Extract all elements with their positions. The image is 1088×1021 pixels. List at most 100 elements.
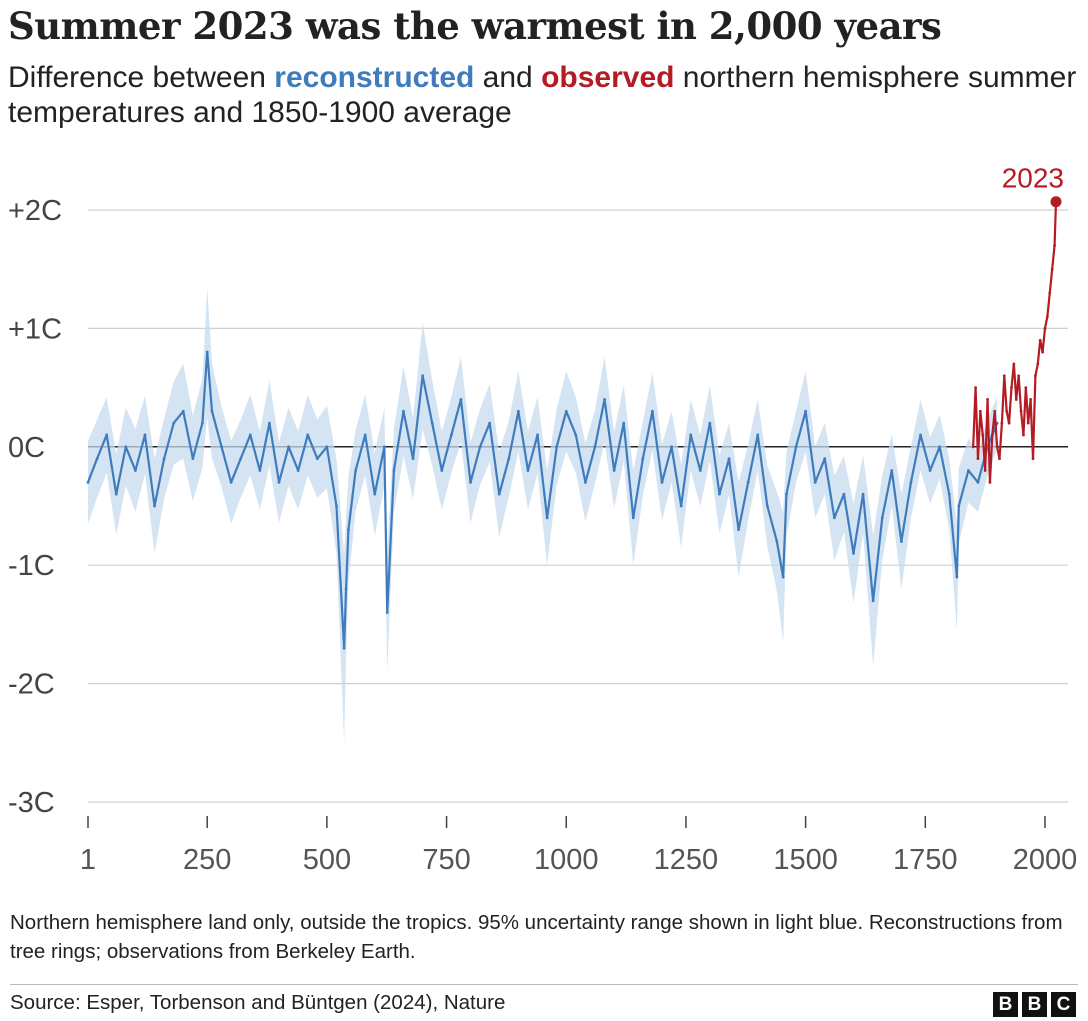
observed-line bbox=[972, 201, 1058, 484]
reconstructed-point bbox=[181, 409, 185, 413]
observed-point bbox=[1010, 386, 1013, 389]
y-tick-label: -1C bbox=[8, 550, 55, 582]
reconstructed-point bbox=[191, 457, 195, 461]
reconstructed-point bbox=[651, 409, 654, 413]
reconstructed-point bbox=[670, 445, 673, 449]
reconstructed-point bbox=[622, 421, 626, 425]
reconstructed-point bbox=[449, 433, 453, 437]
reconstructed-point bbox=[852, 551, 855, 555]
reconstructed-point bbox=[880, 516, 884, 520]
x-tick-label: 1500 bbox=[773, 844, 838, 876]
reconstructed-point bbox=[938, 445, 942, 449]
chart-title: Summer 2023 was the warmest in 2,000 yea… bbox=[8, 4, 942, 48]
y-tick-label: +2C bbox=[8, 195, 62, 227]
reconstructed-point bbox=[813, 480, 817, 484]
reconstructed-point bbox=[287, 445, 290, 449]
bbc-logo: B B C bbox=[993, 992, 1076, 1017]
uncertainty-band-layer bbox=[88, 286, 998, 743]
reconstructed-point bbox=[536, 433, 539, 437]
reconstructed-point bbox=[488, 421, 492, 425]
reconstructed-point bbox=[440, 469, 444, 472]
reconstructed-point bbox=[363, 433, 367, 437]
reconstructed-point bbox=[114, 492, 118, 496]
reconstructed-point bbox=[239, 457, 243, 461]
observed-point bbox=[971, 445, 975, 449]
reconstructed-point bbox=[335, 504, 338, 508]
reconstructed-point bbox=[641, 457, 645, 461]
uncertainty-band bbox=[88, 286, 998, 743]
x-tick-label: 1000 bbox=[534, 844, 599, 876]
observed-point bbox=[1002, 374, 1006, 378]
reconstructed-point bbox=[469, 480, 472, 484]
reconstructed-point bbox=[928, 469, 932, 472]
chart-subtitle: Difference between reconstructed and obs… bbox=[8, 60, 1078, 130]
observed-point bbox=[978, 409, 982, 413]
reconstructed-point bbox=[133, 469, 137, 472]
observed-point bbox=[1031, 457, 1035, 461]
observed-point bbox=[1019, 409, 1023, 413]
observed-point bbox=[1034, 374, 1037, 378]
subtitle-text-end: northern hemisphere summer temperatures … bbox=[8, 61, 1077, 129]
reconstructed-point bbox=[201, 421, 204, 425]
reconstructed-point bbox=[315, 457, 319, 461]
reconstructed-point bbox=[354, 469, 358, 472]
observed-point bbox=[1053, 244, 1056, 247]
subtitle-text-middle: and bbox=[474, 61, 542, 94]
x-tick-label: 1250 bbox=[654, 844, 719, 876]
y-tick-label: +1C bbox=[8, 313, 62, 345]
observed-point bbox=[983, 469, 987, 472]
subtitle-keyword-reconstructed: reconstructed bbox=[274, 61, 475, 94]
observed-point bbox=[1017, 374, 1021, 378]
reconstructed-point bbox=[564, 409, 568, 413]
observed-point bbox=[1045, 315, 1049, 318]
reconstructed-point bbox=[794, 445, 798, 449]
reconstructed-point bbox=[574, 433, 578, 437]
reconstructed-point bbox=[205, 350, 209, 354]
bbc-logo-letter-1: B bbox=[993, 992, 1018, 1017]
reconstructed-point bbox=[781, 575, 785, 579]
reconstructed-point bbox=[459, 398, 463, 401]
reconstructed-point bbox=[909, 480, 913, 484]
chart-note: Northern hemisphere land only, outside t… bbox=[10, 911, 1063, 963]
reconstructed-point bbox=[153, 504, 156, 508]
observed-point bbox=[1005, 409, 1009, 413]
reconstructed-point bbox=[718, 492, 721, 496]
reconstructed-point bbox=[382, 445, 386, 449]
observed-point bbox=[993, 409, 997, 413]
reconstructed-point bbox=[392, 469, 396, 472]
reconstructed-point bbox=[306, 433, 310, 437]
observed-point bbox=[1000, 421, 1004, 425]
reconstructed-point bbox=[756, 433, 760, 437]
reconstructed-point bbox=[737, 528, 740, 532]
x-tick-label: 250 bbox=[183, 844, 231, 876]
reconstructed-point bbox=[584, 480, 587, 484]
subtitle-keyword-observed: observed bbox=[541, 61, 675, 94]
reconstructed-point bbox=[430, 421, 434, 425]
annotation-layer: 2023 bbox=[1002, 163, 1064, 208]
reconstructed-point bbox=[124, 445, 128, 449]
reconstructed-point bbox=[842, 492, 846, 496]
footer-divider bbox=[10, 984, 1078, 985]
bbc-logo-letter-2: B bbox=[1022, 992, 1047, 1017]
reconstructed-point bbox=[861, 492, 865, 496]
observed-point bbox=[1029, 398, 1033, 401]
reconstructed-point bbox=[507, 457, 511, 461]
x-tick-label: 1 bbox=[80, 844, 96, 876]
observed-point bbox=[995, 445, 999, 449]
reconstructed-point bbox=[143, 433, 147, 437]
reconstructed-point bbox=[603, 398, 606, 401]
reconstructed-point bbox=[344, 587, 348, 591]
observed-point bbox=[1050, 267, 1054, 271]
reconstructed-point bbox=[555, 445, 559, 449]
reconstructed-point bbox=[411, 457, 415, 461]
reconstructed-point bbox=[497, 492, 501, 496]
reconstructed-point bbox=[342, 646, 346, 650]
reconstructed-point bbox=[478, 445, 482, 449]
reconstructed-point bbox=[86, 480, 90, 484]
reconstructed-point bbox=[775, 540, 779, 543]
reconstructed-point bbox=[947, 492, 951, 496]
bbc-logo-letter-3: C bbox=[1051, 992, 1076, 1017]
reconstructed-point bbox=[727, 457, 731, 461]
reconstructed-point bbox=[708, 421, 712, 425]
